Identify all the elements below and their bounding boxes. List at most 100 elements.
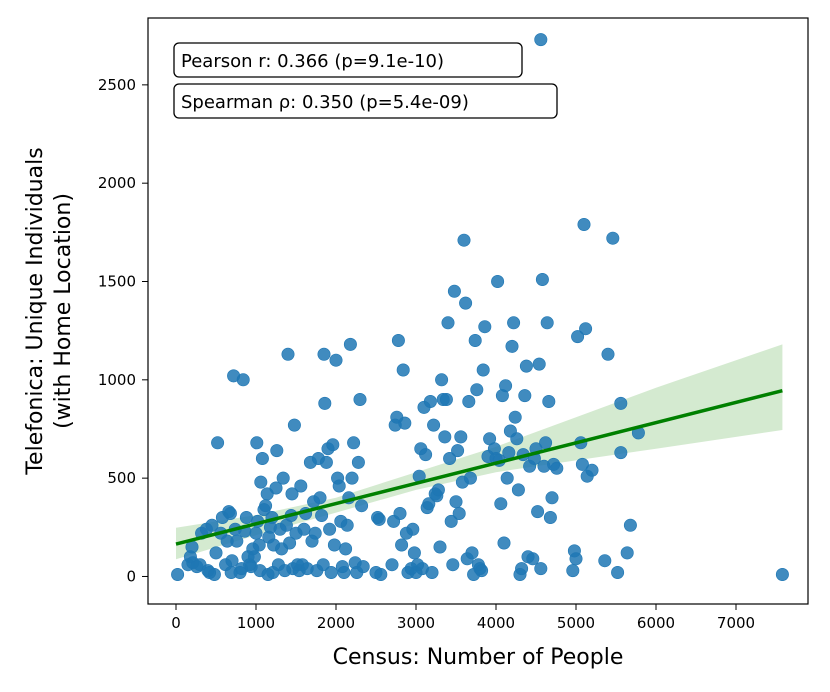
data-point bbox=[443, 451, 457, 465]
data-point bbox=[459, 296, 473, 310]
data-point bbox=[406, 522, 420, 536]
data-point bbox=[207, 567, 221, 581]
data-point bbox=[318, 396, 332, 410]
data-point bbox=[515, 562, 529, 576]
data-point bbox=[462, 394, 476, 408]
data-point bbox=[287, 418, 301, 432]
data-point bbox=[510, 432, 524, 446]
data-point bbox=[423, 394, 437, 408]
data-point bbox=[343, 337, 357, 351]
data-point bbox=[225, 554, 239, 568]
data-point bbox=[427, 418, 441, 432]
data-point bbox=[606, 231, 620, 245]
data-point bbox=[620, 546, 634, 560]
data-point bbox=[270, 444, 284, 458]
data-point bbox=[283, 536, 297, 550]
data-point bbox=[391, 333, 405, 347]
data-point bbox=[535, 272, 549, 286]
data-point bbox=[505, 339, 519, 353]
data-point bbox=[534, 33, 548, 47]
y-tick-label: 2000 bbox=[98, 174, 136, 192]
data-point bbox=[347, 436, 361, 450]
data-point bbox=[611, 565, 625, 579]
data-point bbox=[470, 383, 484, 397]
regression-line-layer bbox=[175, 388, 783, 546]
data-point bbox=[438, 430, 452, 444]
data-point bbox=[526, 552, 540, 566]
x-tick-label: 7000 bbox=[717, 614, 755, 632]
data-point bbox=[297, 522, 311, 536]
data-point bbox=[539, 436, 553, 450]
data-point bbox=[327, 538, 341, 552]
data-point bbox=[475, 564, 489, 578]
data-point bbox=[585, 463, 599, 477]
data-point bbox=[319, 455, 333, 469]
data-point bbox=[601, 347, 615, 361]
data-point bbox=[579, 322, 593, 336]
data-point bbox=[508, 410, 522, 424]
plot-frame bbox=[147, 17, 809, 605]
data-point bbox=[550, 461, 564, 475]
data-point bbox=[205, 518, 219, 532]
data-point bbox=[340, 518, 354, 532]
data-point bbox=[223, 506, 237, 520]
data-point bbox=[385, 558, 399, 572]
data-point bbox=[614, 446, 628, 460]
data-point bbox=[468, 333, 482, 347]
data-point bbox=[431, 483, 445, 497]
x-axis-ticks: 0 1000 2000 3000 4000 5000 6000 7000 bbox=[171, 604, 755, 632]
data-point bbox=[351, 455, 365, 469]
data-point bbox=[518, 389, 532, 403]
data-point bbox=[355, 499, 369, 513]
spearman-box bbox=[173, 83, 558, 119]
x-tick-label: 1000 bbox=[237, 614, 275, 632]
data-point bbox=[545, 491, 559, 505]
data-point bbox=[353, 392, 367, 406]
data-point bbox=[614, 396, 628, 410]
data-point bbox=[441, 316, 455, 330]
y-axis-label-line1: Telefonica: Unique Individuals bbox=[23, 147, 48, 475]
data-point bbox=[566, 564, 580, 578]
data-point bbox=[447, 284, 461, 298]
data-point bbox=[326, 438, 340, 452]
data-point bbox=[499, 379, 513, 393]
data-point bbox=[339, 542, 353, 556]
y-axis-ticks: 0 500 1000 1500 2000 2500 bbox=[98, 76, 148, 585]
data-point bbox=[294, 479, 308, 493]
data-point bbox=[239, 510, 253, 524]
x-tick-label: 2000 bbox=[317, 614, 355, 632]
data-point bbox=[497, 536, 511, 550]
data-point bbox=[395, 538, 409, 552]
data-point bbox=[316, 558, 330, 572]
data-point bbox=[269, 481, 283, 495]
data-point bbox=[329, 353, 343, 367]
data-point bbox=[435, 373, 449, 387]
data-point bbox=[571, 330, 585, 344]
data-point bbox=[500, 471, 514, 485]
data-point bbox=[577, 218, 591, 232]
data-point bbox=[433, 540, 447, 554]
data-point bbox=[332, 479, 346, 493]
data-point bbox=[569, 552, 583, 566]
data-point bbox=[451, 444, 465, 458]
data-point bbox=[398, 416, 412, 430]
data-point bbox=[356, 560, 370, 574]
data-point bbox=[534, 562, 548, 576]
data-point bbox=[209, 546, 223, 560]
y-tick-label: 0 bbox=[126, 567, 136, 585]
data-point bbox=[407, 546, 421, 560]
data-point bbox=[249, 526, 263, 540]
x-tick-label: 4000 bbox=[477, 614, 515, 632]
data-point bbox=[255, 451, 269, 465]
data-point bbox=[439, 392, 453, 406]
data-point bbox=[425, 565, 439, 579]
data-point bbox=[313, 491, 327, 505]
x-tick-label: 6000 bbox=[637, 614, 675, 632]
regression-line bbox=[175, 388, 783, 546]
data-point bbox=[446, 558, 460, 572]
data-point bbox=[575, 457, 589, 471]
data-point bbox=[396, 363, 410, 377]
data-point bbox=[315, 508, 329, 522]
data-point bbox=[247, 550, 261, 564]
